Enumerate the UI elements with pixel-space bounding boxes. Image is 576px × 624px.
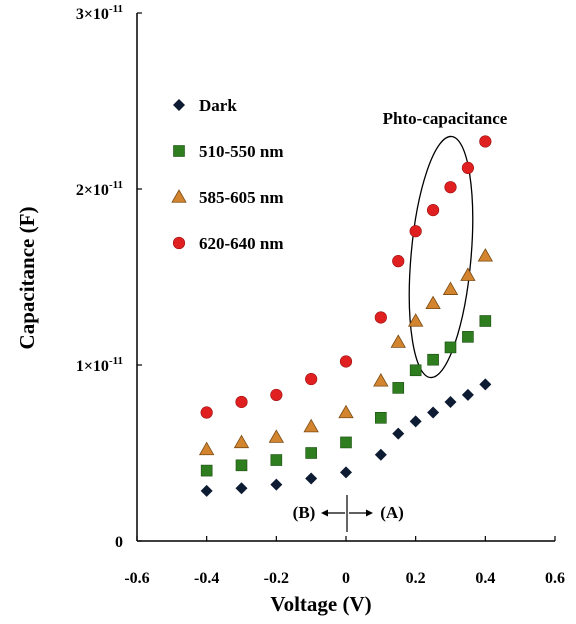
data-point-510-550-nm [427,353,439,366]
x-tick-label: 0.6 [545,570,565,587]
data-point-620-640-nm [426,204,440,217]
data-point-620-640-nm [409,225,422,238]
x-tick-label: -0.2 [264,570,289,587]
legend-label-585-605-nm: 585-605 nm [199,188,284,207]
arrow-b-head [321,509,328,517]
data-point-dark [409,415,422,428]
y-tick-label: 0 [115,534,123,551]
data-point-dark [461,388,474,401]
data-point-dark [392,427,405,440]
data-point-dark [270,478,283,491]
data-point-585-605-nm [338,404,354,419]
legend-label-620-640-nm: 620-640 nm [199,234,284,253]
data-point-dark [235,482,248,495]
data-point-510-550-nm [200,464,213,477]
data-point-510-550-nm [479,315,492,327]
data-point-620-640-nm [200,406,213,419]
data-point-585-605-nm [477,248,494,262]
x-tick-label: 0.2 [406,570,426,587]
legend: Dark 510-550 nm 585-605 nm 620-640 nm [171,96,284,253]
data-point-585-605-nm [425,295,441,310]
data-point-585-605-nm [198,441,215,456]
data-point-510-550-nm [305,447,317,459]
legend-marker-510-550-nm [173,145,185,157]
y-tick-label: 1×10-11 [76,355,123,375]
data-point-585-605-nm [442,281,459,295]
data-point-dark [479,378,492,391]
region-a-label: (A) [380,503,404,522]
legend-marker-620-640-nm [172,236,186,250]
photo-capacitance-label: Phto-capacitance [383,109,508,128]
data-point-620-640-nm [479,135,492,148]
data-point-510-550-nm [409,364,422,377]
x-tick-label: -0.4 [194,570,219,587]
y-ticks: 0 1×10-11 2×10-11 3×10-11 [76,3,142,551]
data-point-620-640-nm [461,161,475,174]
x-tick-label: -0.6 [124,570,149,587]
data-point-620-640-nm [339,355,353,368]
data-point-585-605-nm [460,267,476,281]
arrow-a-head [366,509,373,517]
y-tick-label: 2×10-11 [76,179,123,199]
data-point-585-605-nm [373,373,389,387]
legend-label-dark: Dark [199,96,237,115]
x-tick-label: 0 [342,570,350,587]
data-point-620-640-nm [305,372,318,386]
data-point-620-640-nm [392,255,405,268]
data-point-dark [305,472,318,485]
data-point-585-605-nm [233,434,250,449]
data-point-dark [374,448,387,461]
data-points [198,135,494,497]
x-axis-title: Voltage (V) [270,592,371,616]
data-point-dark [200,484,213,497]
region-b-label: (B) [293,503,316,522]
data-point-585-605-nm [407,313,424,327]
data-point-510-550-nm [270,454,283,466]
data-point-510-550-nm [375,411,387,424]
data-point-510-550-nm [462,331,474,343]
data-point-620-640-nm [374,311,387,324]
legend-label-510-550-nm: 510-550 nm [199,142,284,161]
x-tick-label: 0.4 [475,570,495,587]
data-point-dark [444,395,457,408]
x-ticks: -0.6 -0.4 -0.2 0 0.2 0.4 0.6 [124,536,565,587]
y-tick-label: 3×10-11 [76,3,123,23]
data-point-dark [340,466,352,479]
legend-marker-585-605-nm [171,189,187,203]
data-point-620-640-nm [235,395,248,409]
data-point-510-550-nm [444,341,457,354]
data-point-585-605-nm [268,429,285,443]
data-point-620-640-nm [444,181,457,194]
data-point-585-605-nm [390,334,406,348]
legend-marker-dark [173,99,185,111]
data-point-585-605-nm [303,418,319,433]
photo-capacitance-ellipse [408,135,474,379]
data-point-510-550-nm [340,436,352,449]
data-point-510-550-nm [235,459,248,472]
data-point-510-550-nm [392,382,405,394]
data-point-dark [427,406,440,419]
data-point-620-640-nm [270,388,283,402]
y-axis-title: Capacitance (F) [15,207,39,350]
